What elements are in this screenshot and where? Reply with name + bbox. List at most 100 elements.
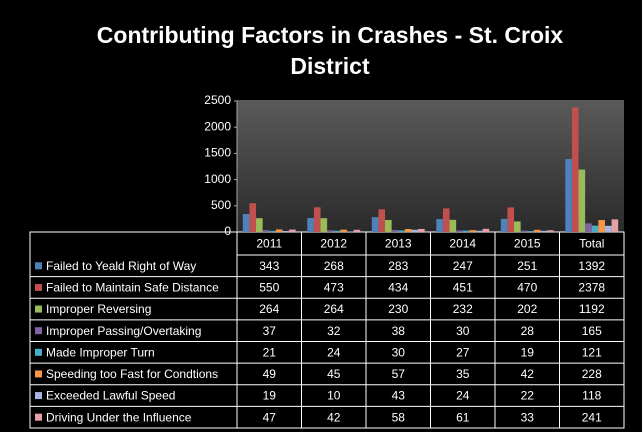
bar <box>500 218 508 232</box>
bar <box>353 229 361 232</box>
bar <box>398 230 405 232</box>
bar <box>249 203 257 232</box>
bar <box>514 221 521 232</box>
legend-key <box>35 305 42 313</box>
bar <box>540 230 548 232</box>
table-value: 2378 <box>578 281 605 295</box>
bar <box>469 230 476 232</box>
legend-label: Made Improper Turn <box>46 345 155 359</box>
bar <box>449 219 457 232</box>
bar <box>598 220 605 232</box>
bar <box>533 229 541 232</box>
bar <box>436 219 443 232</box>
bar <box>327 230 334 232</box>
bar <box>547 230 554 232</box>
bar <box>275 229 283 232</box>
table-value: 343 <box>259 259 279 273</box>
x-tick-label: 2013 <box>385 237 412 251</box>
table-value: 264 <box>259 302 279 316</box>
bar <box>391 230 399 232</box>
table-value: 434 <box>388 281 408 295</box>
bar <box>475 230 483 232</box>
table-value: 283 <box>388 259 408 273</box>
legend-key <box>35 392 42 400</box>
table-value: 45 <box>327 367 341 381</box>
bar <box>591 225 599 232</box>
bar <box>520 230 528 232</box>
table-value: 24 <box>456 389 470 403</box>
legend-key <box>35 413 42 421</box>
bar <box>527 231 534 232</box>
plot-area <box>237 100 624 232</box>
bar <box>242 214 250 232</box>
table-value: 19 <box>263 389 277 403</box>
bar <box>307 217 314 232</box>
legend-label: Driving Under the Influence <box>46 410 192 424</box>
table-value: 470 <box>517 281 537 295</box>
bar <box>371 217 379 232</box>
legend-label: Failed to Maintain Safe Distance <box>46 281 219 295</box>
table-value: 57 <box>392 367 406 381</box>
y-tick-label: 500 <box>211 198 231 212</box>
table-value: 264 <box>324 302 344 316</box>
bar <box>333 230 341 232</box>
bar <box>462 230 470 232</box>
table-value: 24 <box>327 345 341 359</box>
table-value: 251 <box>517 259 537 273</box>
bar <box>313 207 321 232</box>
y-tick-label: 2500 <box>204 93 231 107</box>
bar <box>442 208 450 232</box>
legend-label: Improper Passing/Overtaking <box>46 324 201 338</box>
legend-label: Exceeded Lawful Speed <box>46 389 175 403</box>
table-value: 30 <box>456 324 470 338</box>
table-value: 33 <box>521 410 535 424</box>
bar <box>404 229 412 232</box>
table-value: 58 <box>392 410 406 424</box>
table-value: 47 <box>263 410 277 424</box>
bar <box>340 229 347 232</box>
legend-key <box>35 327 42 335</box>
table-value: 19 <box>521 345 535 359</box>
table-value: 49 <box>263 367 277 381</box>
x-tick-label: 2011 <box>256 237 282 251</box>
table-value: 42 <box>327 410 341 424</box>
table-value: 42 <box>521 367 535 381</box>
bar <box>411 229 419 232</box>
bar <box>385 219 392 232</box>
bar <box>578 169 586 232</box>
bar <box>269 230 276 232</box>
table-value: 1192 <box>579 302 605 316</box>
x-tick-label: 2014 <box>449 237 476 251</box>
bar <box>378 209 386 232</box>
table-value: 550 <box>259 281 279 295</box>
table-value: 27 <box>456 345 470 359</box>
bar <box>320 218 328 232</box>
table-value: 268 <box>324 259 344 273</box>
table-value: 451 <box>453 281 473 295</box>
table-value: 202 <box>517 302 537 316</box>
table-value: 61 <box>456 410 470 424</box>
table-value: 232 <box>453 302 473 316</box>
y-tick-label: 1500 <box>204 146 231 160</box>
legend-label: Improper Reversing <box>46 302 151 316</box>
legend-label: Speeding too Fast for Condtions <box>46 367 218 381</box>
bar <box>456 230 463 232</box>
table-value: 43 <box>392 389 406 403</box>
y-tick-label: 1000 <box>204 172 231 186</box>
table-value: 1392 <box>578 259 605 273</box>
table-value: 22 <box>521 389 535 403</box>
table-value: 38 <box>392 324 406 338</box>
legend-key <box>35 262 42 270</box>
table-value: 228 <box>582 367 602 381</box>
bar <box>482 228 490 232</box>
table-value: 32 <box>327 324 341 338</box>
bar <box>282 231 290 232</box>
table-value: 28 <box>521 324 535 338</box>
bar <box>256 218 263 232</box>
table-value: 21 <box>263 345 277 359</box>
bar <box>604 225 612 232</box>
legend-key <box>35 348 42 356</box>
y-tick-label: 2000 <box>204 119 231 133</box>
